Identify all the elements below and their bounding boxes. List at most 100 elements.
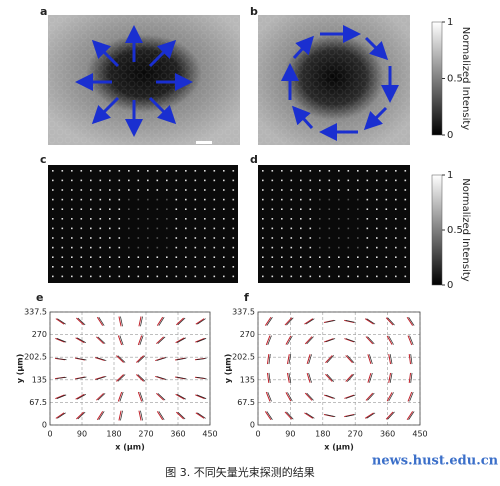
spot [175, 198, 178, 201]
x-tick-label: 450 [412, 430, 427, 439]
spot [262, 208, 264, 210]
spot [223, 179, 225, 182]
spot [128, 246, 130, 249]
spot [376, 256, 378, 258]
spot [118, 208, 121, 210]
spot [338, 246, 340, 249]
panel-label: c [40, 153, 47, 166]
spot [61, 189, 64, 191]
spot [395, 170, 397, 172]
polarization-arrow [157, 336, 166, 344]
polarization-arrow [268, 372, 271, 383]
spot [271, 227, 274, 230]
polarization-arrow [119, 335, 124, 346]
spot [175, 266, 178, 268]
spot [52, 218, 54, 220]
spot [281, 227, 283, 230]
polarization-arrow [325, 320, 336, 323]
polarization-arrow [57, 318, 66, 325]
polarization-arrow [323, 394, 334, 399]
spot [156, 198, 159, 201]
polarization-arrow [389, 354, 393, 365]
polarization-arrow [344, 394, 355, 399]
spot [366, 179, 369, 182]
spot [404, 189, 407, 191]
spot [137, 256, 140, 258]
spot [61, 256, 64, 258]
spot [328, 227, 331, 230]
spot [232, 208, 235, 210]
polarization-arrow [267, 391, 272, 402]
spot [166, 256, 168, 258]
polarization-arrow [364, 318, 374, 325]
spot [271, 189, 274, 191]
spot [223, 170, 225, 172]
spot [309, 179, 312, 182]
spot [262, 246, 264, 249]
spot [204, 208, 206, 210]
polarization-arrow [156, 357, 167, 361]
polarization-arrow [265, 391, 271, 402]
polarization-arrow [156, 336, 164, 345]
spot [194, 218, 197, 220]
spot [319, 218, 321, 220]
spot [366, 189, 369, 191]
spot [309, 170, 312, 172]
polarization-arrow [367, 354, 372, 365]
spot [61, 218, 64, 220]
x-tick-label: 180 [315, 430, 330, 439]
spot [137, 170, 140, 172]
polarization-arrow [367, 336, 375, 345]
spot [128, 266, 130, 268]
spot [404, 266, 407, 268]
y-tick-label: 270 [32, 330, 47, 339]
y-tick-label: 337.5 [232, 308, 255, 317]
polarization-arrow [195, 394, 205, 400]
spot [204, 246, 206, 249]
polarization-arrow [98, 411, 105, 420]
plot-frame [49, 311, 211, 426]
polarization-arrow [346, 374, 355, 382]
spot [338, 237, 340, 239]
spot [109, 246, 111, 249]
spot [319, 256, 321, 258]
spot [137, 179, 140, 182]
polarization-arrow [388, 372, 392, 383]
spot [357, 256, 359, 258]
spot [99, 189, 102, 191]
spot [376, 227, 378, 230]
polarization-arrow [138, 316, 142, 327]
spot [156, 227, 159, 230]
spot [52, 227, 54, 230]
polarization-arrow [76, 376, 87, 380]
spot [366, 218, 369, 220]
spot [137, 218, 140, 220]
spot [281, 237, 283, 239]
polarization-arrow [176, 411, 184, 420]
colorbar [431, 21, 443, 136]
polarization-arrow [56, 376, 67, 379]
polarization-arrow [76, 393, 87, 400]
watermark: news.hust.edu.cn [372, 454, 499, 469]
spot [271, 179, 274, 182]
spot [147, 208, 149, 210]
polarization-arrow [75, 393, 85, 400]
polarization-arrow [138, 410, 142, 421]
spot [223, 275, 225, 278]
spot [213, 170, 216, 172]
polarization-arrow [385, 317, 394, 326]
spot [395, 189, 397, 191]
spot [204, 237, 206, 239]
spot [80, 246, 83, 249]
spot [185, 218, 187, 220]
polarization-arrow [408, 372, 412, 383]
spot [185, 170, 187, 172]
spot [52, 189, 54, 191]
polarization-arrow [408, 354, 412, 365]
polarization-arrow [57, 412, 66, 419]
panel-label: b [250, 5, 258, 18]
spot [271, 256, 274, 258]
spot [52, 246, 54, 249]
polarization-arrow [345, 338, 356, 343]
spot [80, 266, 83, 268]
